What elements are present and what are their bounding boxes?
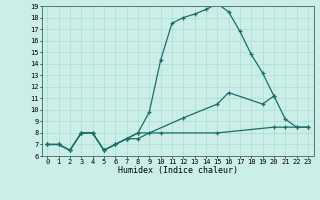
X-axis label: Humidex (Indice chaleur): Humidex (Indice chaleur) bbox=[118, 166, 237, 175]
